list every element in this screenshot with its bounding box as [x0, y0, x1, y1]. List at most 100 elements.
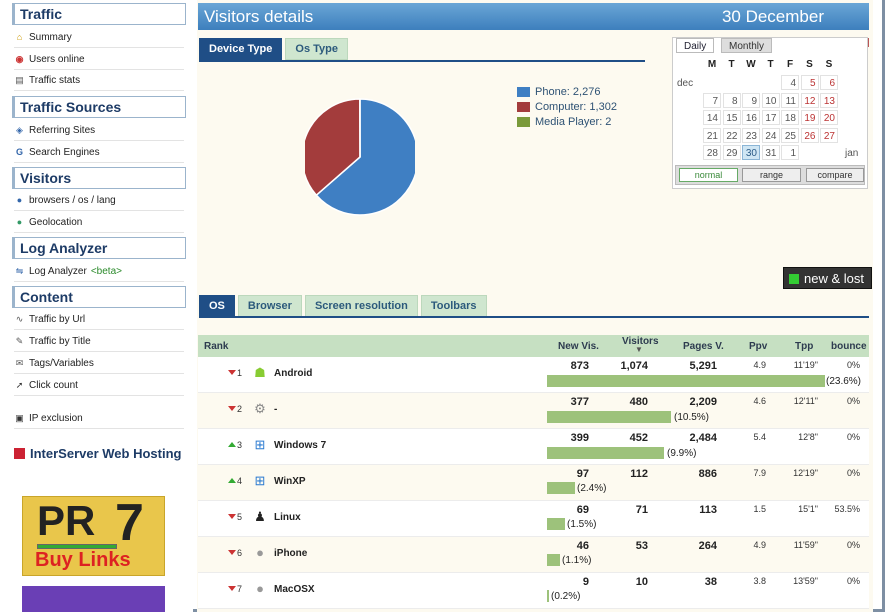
main-panel: Visitors details 30 December Device Type…: [197, 0, 873, 612]
sidebar-section-traffic[interactable]: Traffic: [12, 3, 186, 25]
tab-screen-resolution[interactable]: Screen resolution: [304, 295, 418, 317]
sidebar-item-log-analyzer[interactable]: ⇋ Log Analyzer <beta>: [14, 262, 184, 282]
os-name[interactable]: iPhone: [274, 548, 308, 559]
ad-banner[interactable]: [22, 586, 165, 612]
ad-title[interactable]: InterServer Web Hosting: [14, 444, 184, 484]
sidebar-section-log-analyzer[interactable]: Log Analyzer: [12, 237, 186, 259]
sidebar-item-users-online[interactable]: ◉ Users online: [14, 50, 184, 70]
visitors-value: 452: [629, 432, 648, 444]
sidebar-item-search-engines[interactable]: G Search Engines: [14, 143, 184, 163]
table-row[interactable]: 4 ⊞ WinXP 97 112 886 7.9 12'19" 0% (2.4%): [198, 465, 869, 501]
os-name[interactable]: Windows 7: [274, 440, 327, 451]
sidebar-item-summary[interactable]: ⌂ Summary: [14, 28, 184, 48]
calendar-day[interactable]: 4: [781, 75, 799, 90]
sidebar-item-geolocation[interactable]: ● Geolocation: [14, 213, 184, 233]
calendar-day[interactable]: 29: [722, 145, 741, 160]
calendar-day[interactable]: 28: [703, 145, 721, 160]
calendar-day[interactable]: 5: [800, 75, 819, 90]
calendar-day[interactable]: 21: [703, 127, 721, 143]
os-name[interactable]: WinXP: [274, 476, 306, 487]
calendar-day[interactable]: 18: [781, 110, 799, 125]
calendar-compare-button[interactable]: compare: [806, 168, 864, 182]
calendar-day[interactable]: 14: [703, 110, 721, 125]
tab-device-type[interactable]: Device Type: [199, 38, 283, 60]
info-icon: ●: [16, 195, 23, 205]
calendar-day[interactable]: 6: [820, 75, 838, 90]
sidebar-item-tags-variables[interactable]: ✉ Tags/Variables: [14, 354, 184, 374]
os-tabs-underline: [199, 316, 869, 318]
col-new-visitors[interactable]: New Vis.: [558, 341, 599, 352]
calendar-range-button[interactable]: range: [742, 168, 801, 182]
tab-monthly[interactable]: Monthly: [721, 38, 773, 53]
calendar-day[interactable]: 10: [761, 92, 780, 108]
table-row[interactable]: 6 ● iPhone 46 53 264 4.9 11'59" 0% (1.1%): [198, 537, 869, 573]
tab-toolbars[interactable]: Toolbars: [420, 295, 487, 317]
sidebar-section-content[interactable]: Content: [12, 286, 186, 308]
col-pages-viewed[interactable]: Pages V.: [683, 341, 724, 352]
calendar-day[interactable]: 16: [742, 110, 760, 125]
calendar-day[interactable]: 26: [800, 127, 819, 143]
calendar-day[interactable]: 12: [800, 92, 819, 108]
calendar-normal-button[interactable]: normal: [679, 168, 738, 182]
sidebar-item-click-count[interactable]: ➚ Click count: [14, 376, 184, 396]
calendar-day[interactable]: 25: [781, 127, 799, 143]
calendar-day[interactable]: 13: [820, 92, 838, 108]
calendar-day[interactable]: 30: [742, 145, 760, 160]
calendar-day[interactable]: 7: [703, 92, 721, 108]
table-row[interactable]: 5 ♟ Linux 69 71 113 1.5 15'1" 53.5% (1.5%): [198, 501, 869, 537]
ppv-value: 1.5: [753, 504, 766, 514]
calendar-day[interactable]: 23: [742, 127, 760, 143]
sidebar-section-visitors[interactable]: Visitors: [12, 167, 186, 189]
table-row[interactable]: 1 ☗ Android 873 1,074 5,291 4.9 11'19" 0% (23.6%): [198, 357, 869, 393]
sort-desc-icon[interactable]: ▼: [635, 345, 643, 354]
tab-os[interactable]: OS: [199, 295, 235, 317]
table-row[interactable]: 7 ● MacOSX 9 10 38 3.8 13'59" 0% (0.2%): [198, 573, 869, 609]
calendar-day[interactable]: 31: [761, 145, 780, 160]
calendar-day[interactable]: 17: [761, 110, 780, 125]
calendar-month-next[interactable]: jan: [845, 148, 859, 159]
sidebar-item-ip-exclusion[interactable]: ▣ IP exclusion: [14, 409, 184, 429]
table-row[interactable]: 2 ⚙ - 377 480 2,209 4.6 12'11" 0% (10.5%): [198, 393, 869, 429]
trend-down-icon: [228, 586, 236, 591]
os-name[interactable]: -: [274, 404, 278, 415]
ppv-value: 4.6: [753, 396, 766, 406]
table-row[interactable]: 3 ⊞ Windows 7 399 452 2,484 5.4 12'8" 0% (9.9%): [198, 429, 869, 465]
os-name[interactable]: Android: [274, 368, 313, 379]
col-bounce[interactable]: bounce: [831, 341, 867, 352]
calendar-day[interactable]: 8: [722, 92, 741, 108]
os-name[interactable]: Linux: [274, 512, 301, 523]
sidebar-section-traffic-sources[interactable]: Traffic Sources: [12, 96, 186, 118]
tab-browser[interactable]: Browser: [237, 295, 302, 317]
bounce-value: 0%: [846, 540, 860, 550]
tab-os-type[interactable]: Os Type: [285, 38, 348, 60]
col-tpp[interactable]: Tpp: [795, 341, 814, 352]
sidebar-item-label: Log Analyzer: [29, 266, 87, 277]
calendar-day[interactable]: 1: [781, 145, 799, 160]
live-icon: ◉: [15, 54, 24, 64]
calendar-day[interactable]: 20: [820, 110, 838, 125]
calendar-day[interactable]: 24: [761, 127, 780, 143]
calendar-day[interactable]: 27: [820, 127, 838, 143]
sidebar-item-referring-sites[interactable]: ◈ Referring Sites: [14, 121, 184, 141]
calendar-day[interactable]: 11: [781, 92, 799, 108]
rank-value: 6: [237, 548, 243, 558]
sidebar-item-traffic-by-url[interactable]: ∿ Traffic by Url: [14, 310, 184, 330]
new-visitors-value: 377: [570, 396, 589, 408]
col-visitors[interactable]: Visitors: [622, 336, 659, 347]
calendar-day[interactable]: 15: [722, 110, 741, 125]
rank-value: 3: [237, 440, 243, 450]
os-name[interactable]: MacOSX: [274, 584, 315, 595]
sidebar-item-label: Tags/Variables: [29, 358, 94, 369]
calendar-day[interactable]: 9: [742, 92, 760, 108]
pr-buy-links-banner[interactable]: PR 7 Buy Links: [22, 496, 165, 576]
share-bar: [547, 375, 825, 387]
tab-daily[interactable]: Daily: [676, 38, 715, 53]
col-ppv[interactable]: Ppv: [749, 341, 768, 352]
sidebar-item-traffic-by-title[interactable]: ✎ Traffic by Title: [14, 332, 184, 352]
sidebar-item-traffic-stats[interactable]: ▤ Traffic stats: [14, 71, 184, 91]
calendar-day[interactable]: 19: [800, 110, 819, 125]
new-and-lost-button[interactable]: new & lost: [783, 267, 872, 289]
calendar-weekday: W: [746, 59, 756, 70]
calendar-day[interactable]: 22: [722, 127, 741, 143]
sidebar-item-browsers-os-lang[interactable]: ● browsers / os / lang: [14, 191, 184, 211]
